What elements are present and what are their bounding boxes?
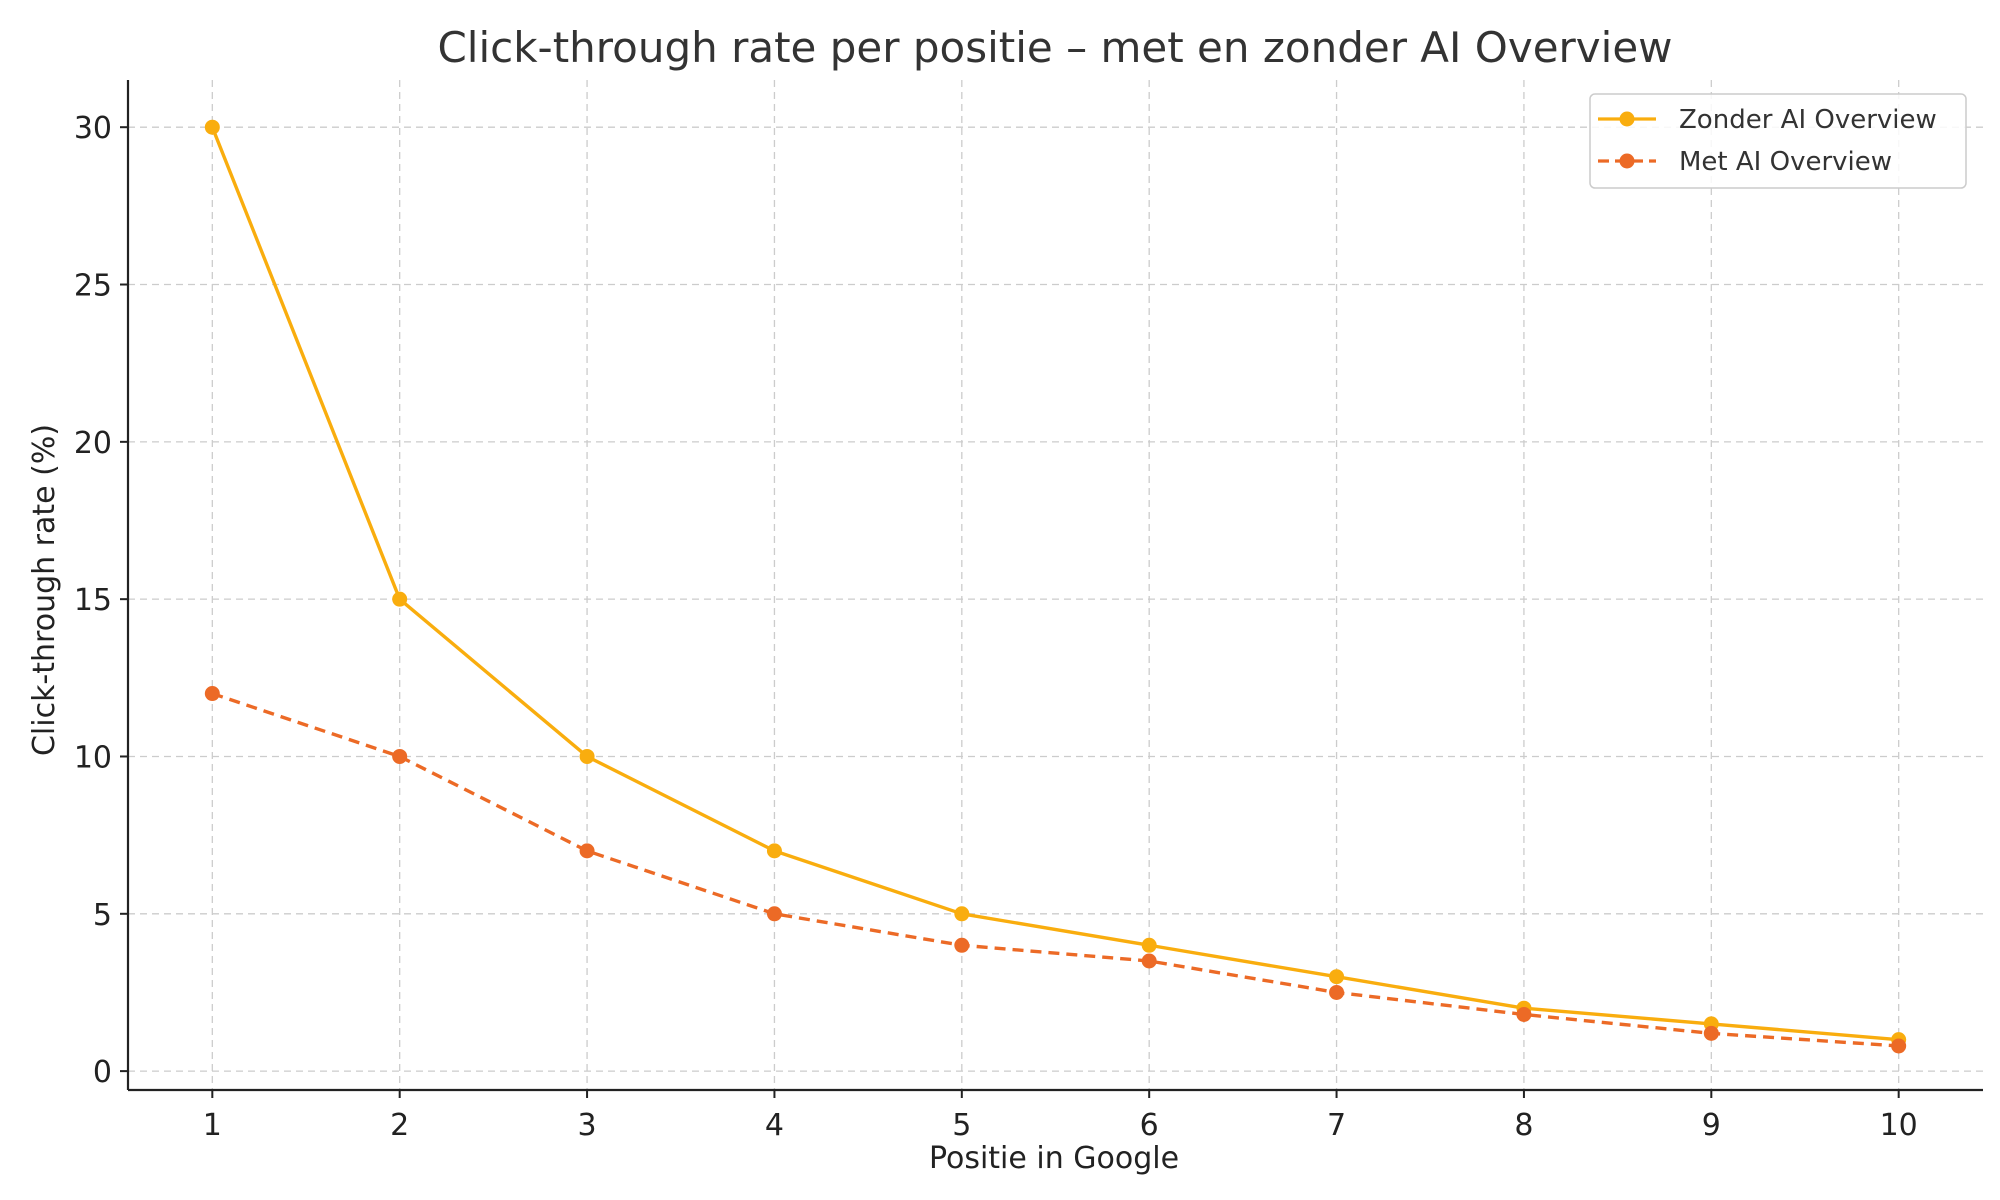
- y-tick-label: 15: [74, 583, 112, 618]
- data-point: [392, 748, 408, 764]
- data-point: [1141, 953, 1157, 969]
- chart-title: Click-through rate per positie – met en …: [437, 23, 1672, 72]
- data-point: [1703, 1025, 1719, 1041]
- grid: [128, 80, 1983, 1090]
- y-tick-label: 20: [74, 426, 112, 461]
- legend-entry-zonder: Zonder AI Overview: [1598, 105, 1937, 135]
- y-tick-label: 30: [74, 111, 112, 146]
- data-point: [1891, 1038, 1907, 1054]
- tick-labels: 1 2 3 4 5 6 7 8 9 10 0 5 10 15 20 25 30: [74, 111, 1918, 1143]
- data-point: [766, 906, 782, 922]
- x-tick-label: 9: [1702, 1108, 1721, 1143]
- legend: Zonder AI Overview Met AI Overview: [1589, 93, 1967, 189]
- data-point: [1329, 969, 1345, 985]
- legend-marker-zonder: [1619, 111, 1635, 127]
- y-tick-label: 10: [74, 740, 112, 775]
- data-point: [954, 937, 970, 953]
- data-point: [204, 119, 220, 135]
- x-tick-label: 2: [390, 1108, 409, 1143]
- data-point: [954, 906, 970, 922]
- x-tick-label: 1: [203, 1108, 222, 1143]
- x-tick-label: 10: [1880, 1108, 1918, 1143]
- data-point: [392, 591, 408, 607]
- series-line: [211, 691, 1899, 1048]
- x-tick-label: 8: [1514, 1108, 1533, 1143]
- y-axis-label: Click-through rate (%): [27, 424, 62, 756]
- y-tick-label: 25: [74, 269, 112, 304]
- data-point: [1329, 984, 1345, 1000]
- x-tick-label: 7: [1327, 1108, 1346, 1143]
- legend-label-zonder: Zonder AI Overview: [1679, 105, 1937, 135]
- series-2: [204, 686, 1907, 1054]
- legend-entry-met: Met AI Overview: [1598, 147, 1892, 177]
- y-tick-label: 5: [93, 898, 112, 933]
- x-axis-label: Positie in Google: [929, 1141, 1179, 1176]
- series-lines: [204, 119, 1907, 1054]
- legend-marker-met: [1619, 153, 1635, 169]
- x-tick-label: 6: [1140, 1108, 1159, 1143]
- x-tick-label: 3: [578, 1108, 597, 1143]
- x-tick-label: 5: [952, 1108, 971, 1143]
- data-point: [579, 748, 595, 764]
- data-point: [1141, 937, 1157, 953]
- data-point: [1516, 1006, 1532, 1022]
- axes: [126, 80, 1983, 1092]
- data-point: [766, 843, 782, 859]
- legend-frame: [1589, 93, 1967, 189]
- legend-label-met: Met AI Overview: [1679, 147, 1892, 177]
- x-tick-label: 4: [765, 1108, 784, 1143]
- data-point: [579, 843, 595, 859]
- y-tick-label: 0: [93, 1055, 112, 1090]
- series-line: [210, 125, 1901, 1042]
- data-point: [204, 686, 220, 702]
